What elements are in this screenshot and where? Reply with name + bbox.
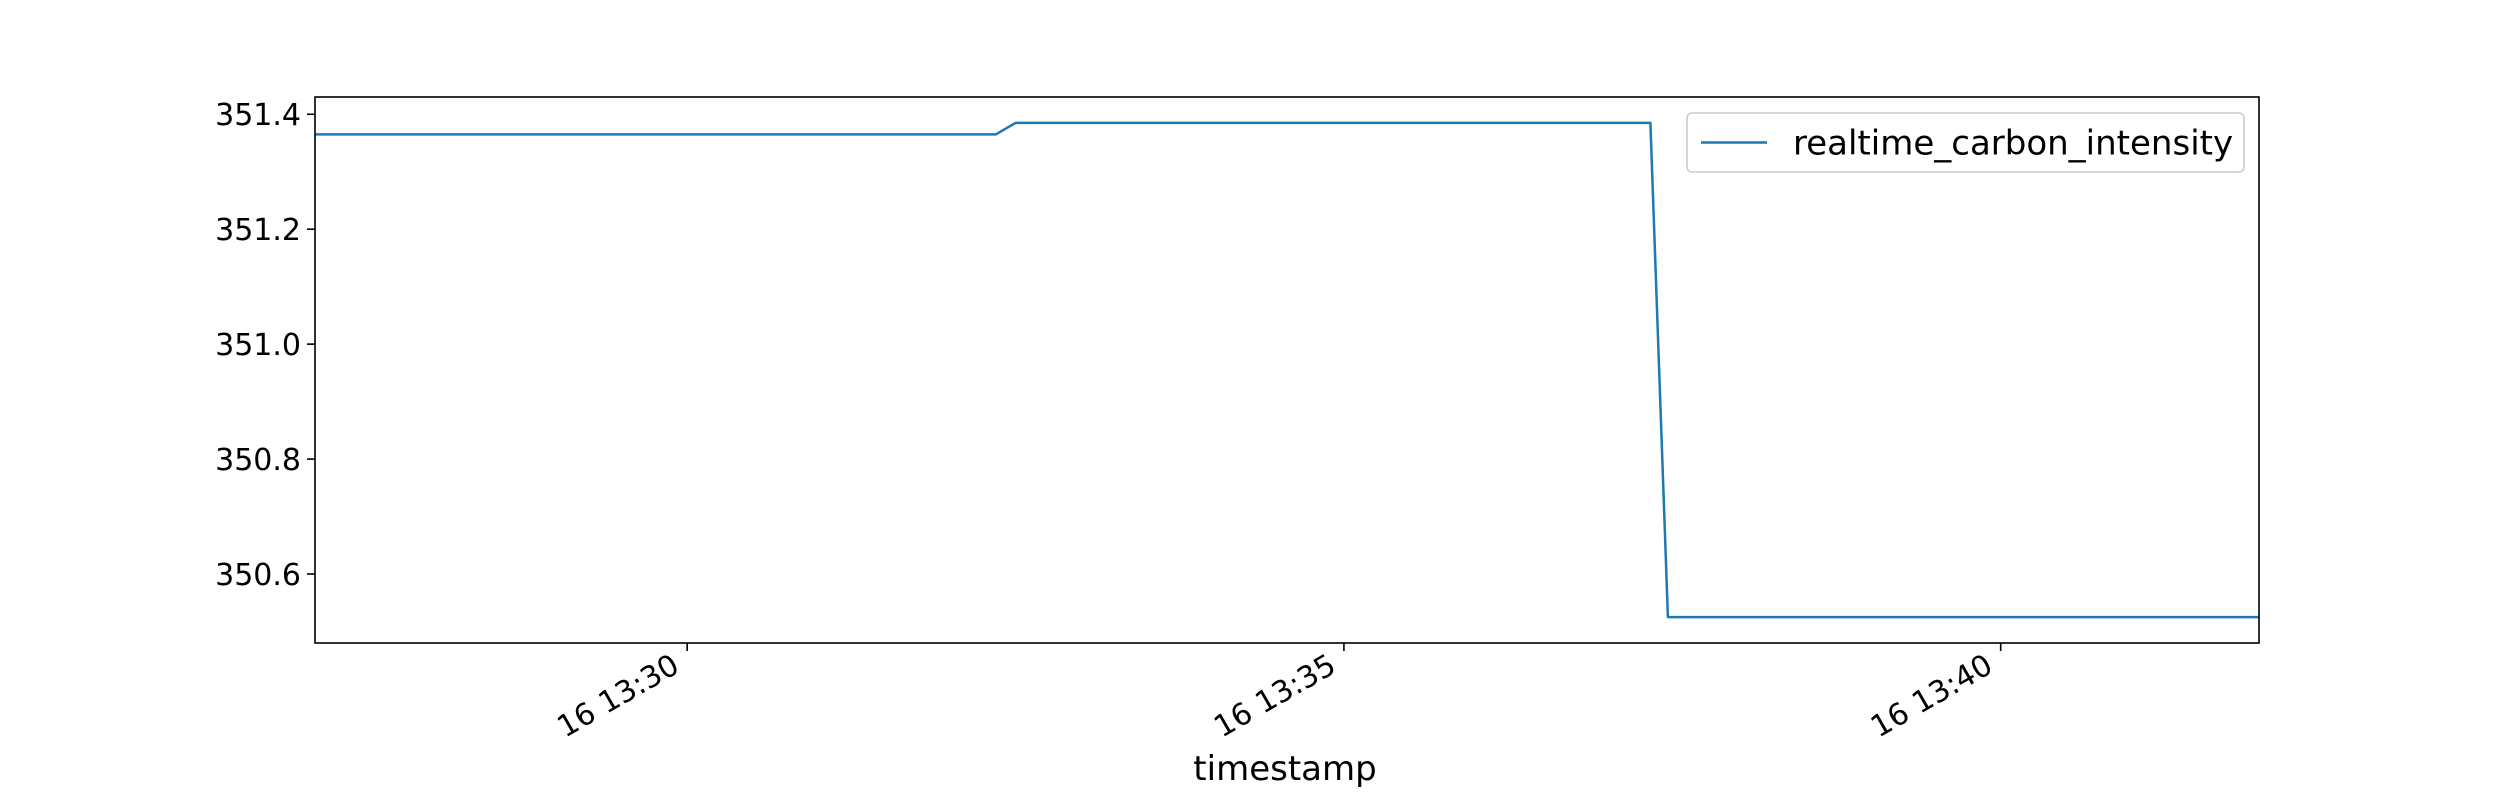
y-tick-label: 351.4 <box>215 98 301 133</box>
legend-label: realtime_carbon_intensity <box>1793 124 2233 164</box>
plot-area <box>314 96 2260 644</box>
y-tick-label: 351.0 <box>215 328 301 363</box>
x-tick-label: 16 13:30 <box>551 648 685 745</box>
series-line-0 <box>315 121 2259 619</box>
legend: realtime_carbon_intensity <box>1686 112 2245 173</box>
x-tick-label: 16 13:40 <box>1865 648 1999 745</box>
plot-frame <box>314 96 2260 644</box>
y-tick-label: 350.8 <box>215 443 301 478</box>
x-tick-label: 16 13:35 <box>1208 648 1342 745</box>
y-axis: 350.6 350.8 351.0 351.2 351.4 <box>215 98 315 593</box>
x-axis: 16 13:30 16 13:35 16 13:40 <box>551 643 2002 745</box>
y-tick-label: 351.2 <box>215 213 301 248</box>
x-axis-title: timestamp <box>1193 749 1376 789</box>
y-tick-label: 350.6 <box>215 558 301 593</box>
legend-box <box>1686 112 2245 173</box>
